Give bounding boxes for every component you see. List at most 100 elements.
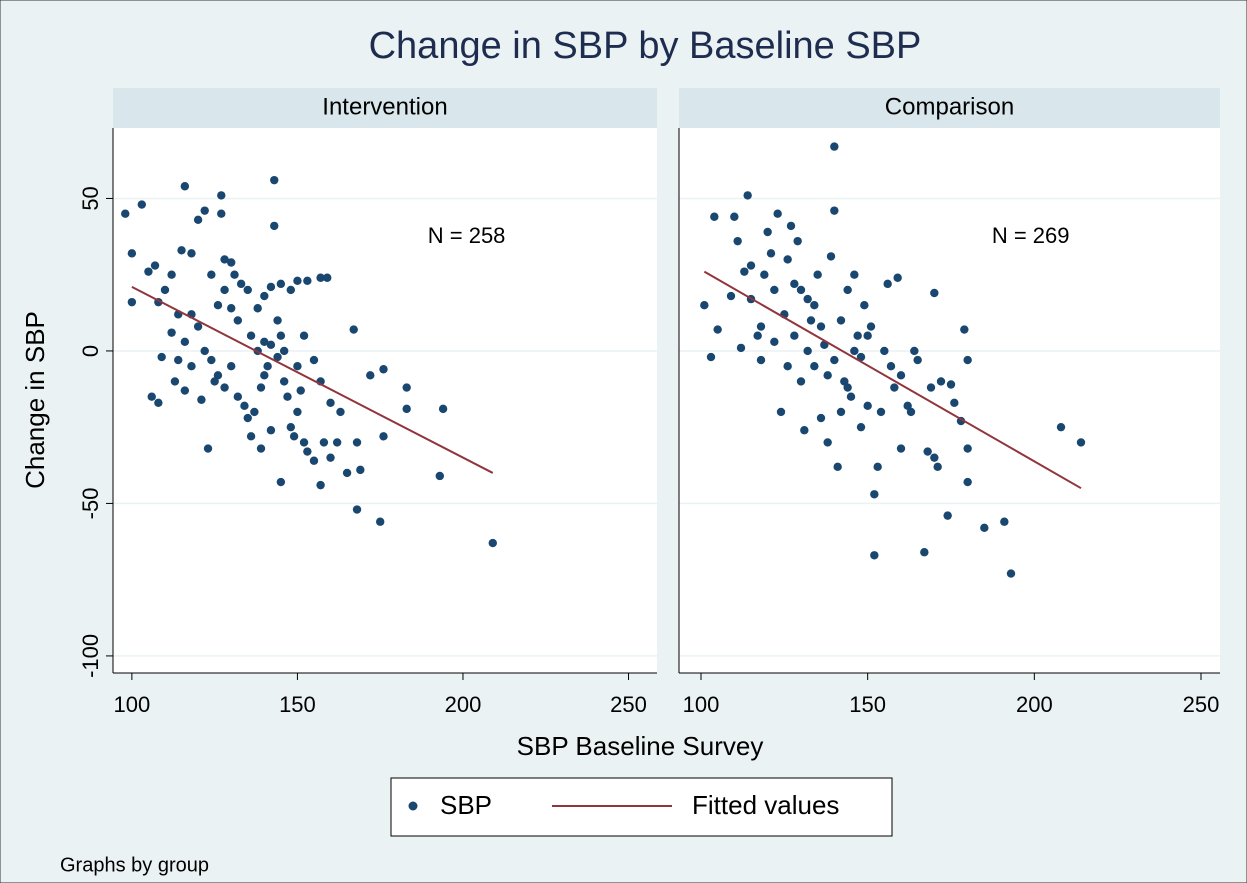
point [980, 523, 989, 533]
point [326, 398, 335, 407]
point [936, 377, 946, 386]
point [233, 392, 243, 401]
point [786, 221, 796, 231]
point [813, 270, 822, 279]
point [876, 407, 886, 417]
point [873, 462, 882, 472]
point [366, 371, 375, 380]
point [826, 252, 836, 261]
point [289, 432, 299, 441]
point [863, 401, 872, 411]
point [756, 322, 766, 331]
point [700, 300, 709, 310]
point [309, 355, 319, 365]
point [230, 270, 239, 279]
point [910, 346, 919, 356]
point [240, 401, 249, 411]
point [853, 331, 862, 340]
point [375, 517, 385, 526]
point [933, 462, 942, 472]
point [177, 246, 186, 255]
point [200, 206, 209, 215]
point [203, 444, 213, 453]
point [260, 291, 269, 301]
point [833, 462, 842, 472]
point [880, 346, 889, 356]
point [246, 432, 256, 441]
point [743, 191, 752, 200]
point [816, 322, 826, 331]
point [266, 426, 276, 435]
point [276, 477, 286, 487]
plot-area [679, 128, 1220, 673]
point [197, 395, 206, 404]
point [349, 325, 358, 334]
point [270, 221, 279, 231]
point [803, 294, 812, 304]
point [316, 480, 325, 490]
point [293, 276, 302, 285]
panel-title: Comparison [885, 93, 1014, 120]
point [830, 142, 839, 151]
point [836, 407, 846, 417]
point [710, 212, 719, 221]
point [810, 300, 819, 310]
point [943, 511, 952, 520]
point [796, 285, 806, 295]
point [800, 426, 809, 435]
point [863, 331, 872, 340]
point [299, 331, 309, 340]
point [866, 322, 876, 331]
point [147, 392, 156, 401]
point [150, 261, 160, 270]
point [253, 304, 262, 313]
point [326, 453, 335, 462]
point [843, 285, 852, 295]
point [352, 438, 362, 447]
point [200, 346, 209, 356]
point [316, 273, 325, 282]
point [193, 322, 203, 331]
x-tick-label: 200 [445, 692, 482, 717]
point [803, 346, 812, 356]
point [963, 355, 972, 365]
point [342, 468, 352, 478]
point [293, 361, 302, 371]
point [154, 398, 163, 407]
point [913, 355, 922, 365]
point [276, 279, 286, 289]
annotation: N = 269 [992, 223, 1070, 248]
point [438, 404, 448, 414]
panel-header [113, 88, 657, 128]
point [256, 383, 266, 392]
point [210, 377, 219, 386]
point [336, 407, 345, 417]
point [266, 340, 276, 350]
point [270, 175, 279, 185]
point [319, 438, 329, 447]
plot-area [113, 128, 657, 673]
point [356, 465, 365, 475]
point [180, 182, 190, 191]
point [770, 337, 779, 346]
point [160, 285, 170, 295]
point [830, 355, 839, 365]
point [1006, 569, 1016, 578]
point [946, 380, 956, 389]
point [323, 273, 332, 282]
point [243, 413, 252, 423]
point [220, 255, 229, 264]
point [127, 297, 137, 307]
point [753, 331, 762, 340]
point [137, 200, 147, 209]
point [890, 383, 899, 392]
point [860, 300, 869, 310]
point [217, 209, 226, 218]
point [220, 383, 229, 392]
point [236, 279, 246, 289]
point [243, 285, 252, 295]
point [713, 325, 722, 334]
point [286, 422, 296, 432]
panel-header [679, 88, 1220, 128]
